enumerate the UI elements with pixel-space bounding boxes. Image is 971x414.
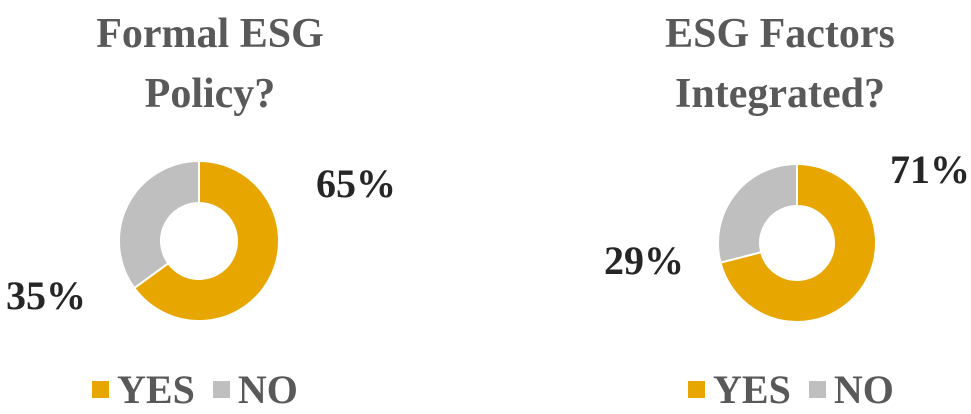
slice-yes — [132, 159, 280, 322]
chart-formal-esg-policy: Formal ESG Policy? 65% 35% YES NO — [0, 0, 420, 414]
chart-title: ESG Factors Integrated? — [640, 4, 920, 124]
slice-no — [118, 159, 200, 290]
legend-swatch-no — [808, 381, 826, 398]
donut-chart — [717, 162, 877, 323]
chart-esg-factors-integrated: ESG Factors Integrated? 71% 29% YES NO — [560, 0, 971, 414]
chart-title-line-2: Policy? — [144, 71, 276, 117]
legend-item-yes: YES — [688, 366, 791, 413]
legend-item-yes: YES — [92, 366, 195, 413]
legend-item-no: NO — [212, 366, 298, 413]
legend-swatch-yes — [92, 381, 109, 398]
legend-swatch-yes — [688, 381, 705, 398]
data-label-no: 35% — [6, 273, 86, 318]
legend-swatch-no — [212, 381, 230, 398]
chart-title-line-2: Integrated? — [675, 71, 885, 117]
legend-label-no: NO — [237, 367, 298, 412]
donut-chart — [118, 159, 280, 322]
chart-title: Formal ESG Policy? — [0, 4, 420, 124]
legend-label-yes: YES — [117, 367, 195, 412]
legend: YES NO — [92, 366, 298, 413]
chart-title-line-1: Formal ESG — [96, 11, 324, 57]
slice-yes — [719, 162, 877, 323]
data-label-no: 29% — [604, 238, 684, 283]
legend-item-no: NO — [808, 366, 894, 413]
legend: YES NO — [688, 366, 894, 413]
data-label-yes: 65% — [316, 161, 396, 206]
chart-title-line-1: ESG Factors — [665, 11, 895, 57]
legend-label-no: NO — [833, 367, 894, 412]
slice-no — [717, 162, 798, 264]
legend-label-yes: YES — [713, 367, 791, 412]
data-label-yes: 71% — [890, 147, 970, 192]
